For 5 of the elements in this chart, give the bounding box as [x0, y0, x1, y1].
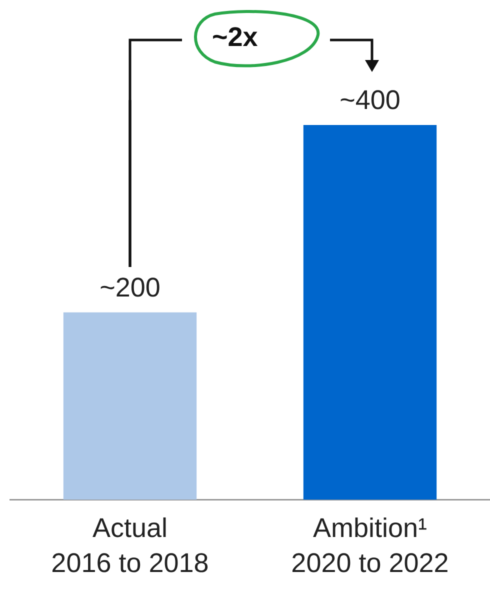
text: ~2x	[212, 22, 258, 53]
data-label: ~200	[100, 272, 160, 302]
x-tick-label: Ambition¹ 2020 to 2022	[291, 512, 449, 578]
x-tick-label: Actual 2016 to 2018	[51, 512, 209, 578]
data-label: ~400	[340, 84, 400, 115]
